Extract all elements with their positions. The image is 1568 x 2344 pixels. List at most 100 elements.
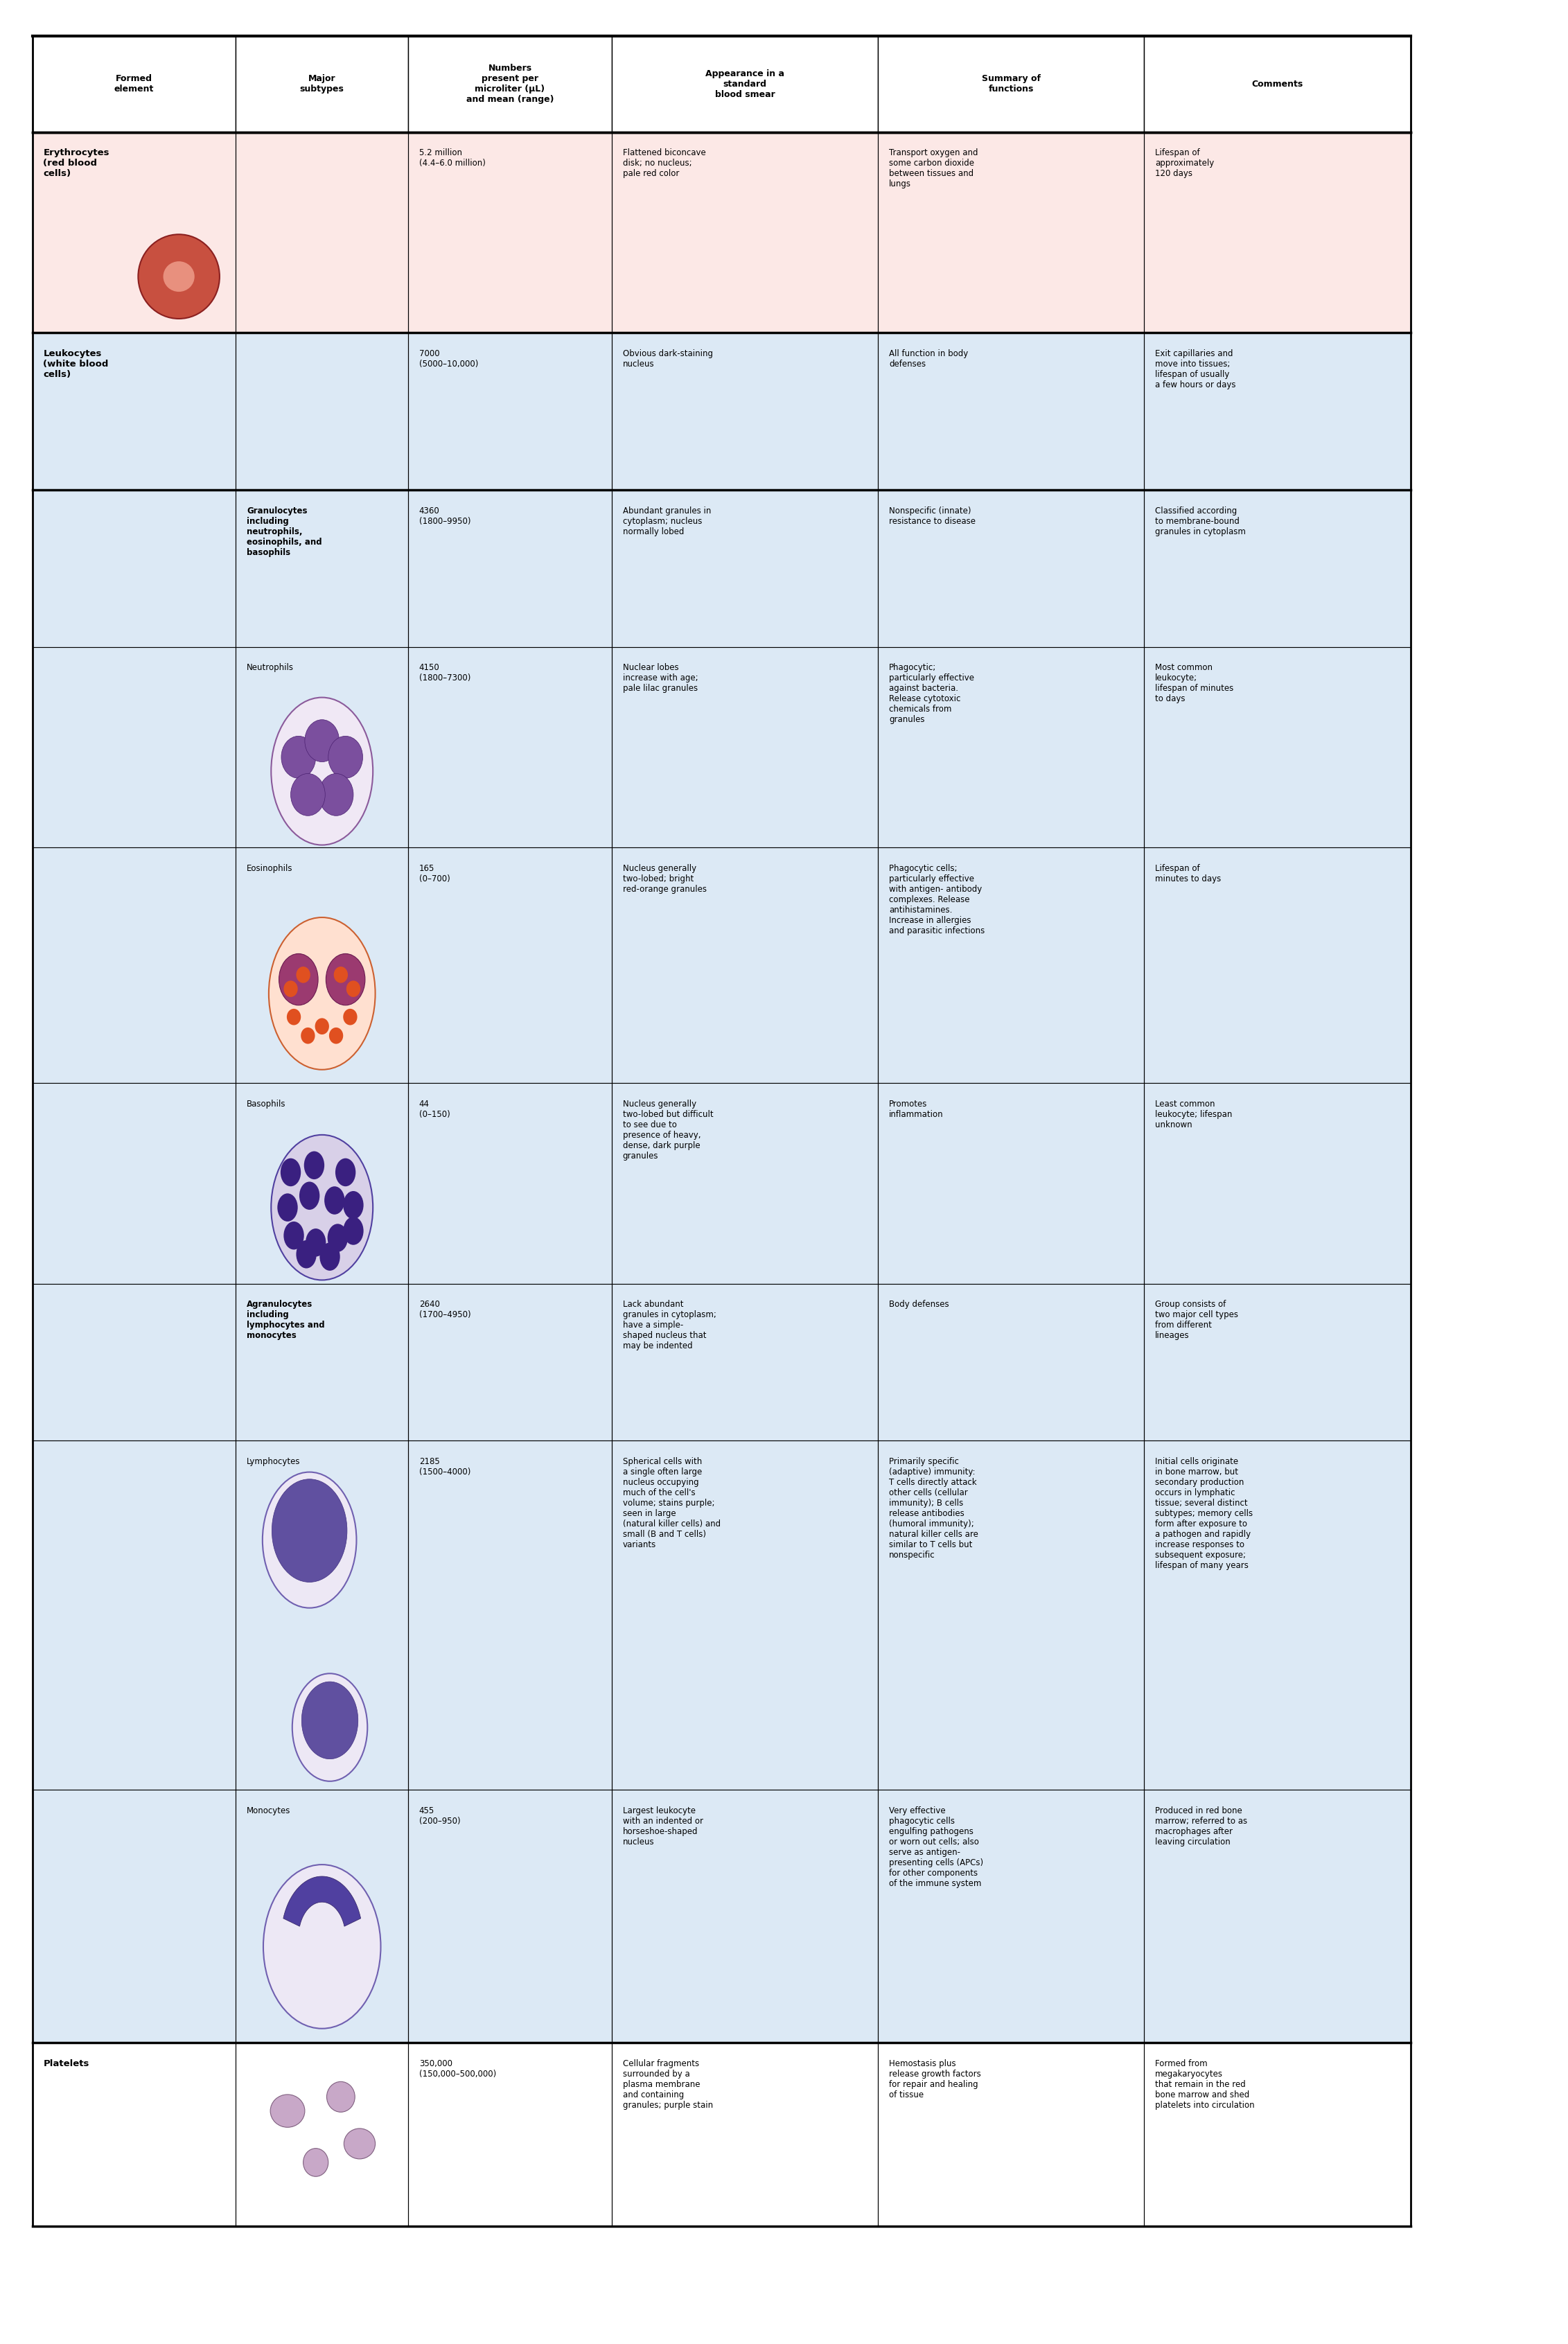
Bar [1145,2042,1411,2227]
Ellipse shape [278,1193,298,1221]
Ellipse shape [296,1240,317,1268]
Bar [612,1791,878,2042]
Bar [1145,1285,1411,1442]
Text: Lifespan of
approximately
120 days: Lifespan of approximately 120 days [1156,148,1214,178]
Text: Lymphocytes: Lymphocytes [246,1458,301,1465]
Bar [878,1083,1145,1285]
Ellipse shape [284,980,298,996]
Bar [408,333,612,490]
Bar [878,849,1145,1083]
Bar [33,1083,235,1285]
Text: Promotes
inflammation: Promotes inflammation [889,1099,944,1118]
Ellipse shape [296,966,310,982]
Bar [612,647,878,849]
Bar [408,490,612,647]
Text: Erythrocytes
(red blood
cells): Erythrocytes (red blood cells) [44,148,110,178]
Text: Eosinophils: Eosinophils [246,865,293,872]
Bar [33,333,235,490]
Bar [612,849,878,1083]
Bar [878,333,1145,490]
Ellipse shape [281,1158,301,1186]
Ellipse shape [304,1151,325,1179]
Bar [408,1083,612,1285]
Bar [408,131,612,333]
Bar [33,647,235,849]
Bar [612,2042,878,2227]
Bar [612,1442,878,1791]
Bar [235,131,408,333]
Ellipse shape [303,2149,328,2178]
Bar [33,1791,235,2042]
Text: Exit capillaries and
move into tissues;
lifespan of usually
a few hours or days: Exit capillaries and move into tissues; … [1156,349,1236,389]
Bar [235,1285,408,1442]
Bar [878,1285,1145,1442]
Ellipse shape [284,1221,304,1249]
Bar [235,2042,408,2227]
Bar [612,1083,878,1285]
Bar [1145,1791,1411,2042]
Bar [33,35,235,131]
Ellipse shape [299,1181,320,1210]
Ellipse shape [301,1681,358,1758]
Bar [1145,647,1411,849]
Bar [235,1791,408,2042]
Text: Cellular fragments
surrounded by a
plasma membrane
and containing
granules; purp: Cellular fragments surrounded by a plasm… [622,2058,713,2110]
Bar [33,2042,235,2227]
Text: Very effective
phagocytic cells
engulfing pathogens
or worn out cells; also
serv: Very effective phagocytic cells engulfin… [889,1807,983,1887]
Text: 5.2 million
(4.4–6.0 million): 5.2 million (4.4–6.0 million) [419,148,486,169]
Text: Transport oxygen and
some carbon dioxide
between tissues and
lungs: Transport oxygen and some carbon dioxide… [889,148,978,188]
Text: Nuclear lobes
increase with age;
pale lilac granules: Nuclear lobes increase with age; pale li… [622,663,698,694]
Bar [612,1791,878,2042]
Bar [235,1442,408,1791]
Bar [33,490,235,647]
Bar [878,2042,1145,2227]
Bar [33,131,235,333]
Bar [33,490,235,647]
Bar [1145,1791,1411,2042]
Text: Leukocytes
(white blood
cells): Leukocytes (white blood cells) [44,349,108,380]
Ellipse shape [328,736,362,778]
Ellipse shape [163,260,194,291]
Ellipse shape [343,1008,358,1024]
Ellipse shape [268,917,375,1069]
Bar [235,1442,408,1791]
Text: Classified according
to membrane-bound
granules in cytoplasm: Classified according to membrane-bound g… [1156,506,1247,537]
Ellipse shape [306,1228,326,1256]
Bar [878,1442,1145,1791]
Bar [878,131,1145,333]
Ellipse shape [343,2128,375,2159]
Text: 455
(200–950): 455 (200–950) [419,1807,461,1826]
Text: Phagocytic;
particularly effective
against bacteria.
Release cytotoxic
chemicals: Phagocytic; particularly effective again… [889,663,974,724]
Ellipse shape [304,720,339,762]
Text: Monocytes: Monocytes [246,1807,290,1814]
Bar [33,1285,235,1442]
Text: Numbers
present per
microliter (μL)
and mean (range): Numbers present per microliter (μL) and … [466,63,554,103]
Text: Major
subtypes: Major subtypes [299,75,343,94]
Bar [235,35,408,131]
Text: Lifespan of
minutes to days: Lifespan of minutes to days [1156,865,1221,884]
Bar [878,1083,1145,1285]
Bar [408,1791,612,2042]
Text: Lack abundant
granules in cytoplasm;
have a simple-
shaped nucleus that
may be i: Lack abundant granules in cytoplasm; hav… [622,1301,717,1350]
Bar [612,490,878,647]
Text: 2185
(1500–4000): 2185 (1500–4000) [419,1458,470,1477]
Bar [878,647,1145,849]
Bar [1145,1442,1411,1791]
Ellipse shape [263,1863,381,2028]
Bar [612,131,878,333]
Bar [408,849,612,1083]
Text: 44
(0–150): 44 (0–150) [419,1099,450,1118]
Ellipse shape [328,1224,348,1252]
Bar [33,2042,235,2227]
Text: Primarily specific
(adaptive) immunity:
T cells directly attack
other cells (cel: Primarily specific (adaptive) immunity: … [889,1458,978,1559]
Bar [612,333,878,490]
Text: Agranulocytes
including
lymphocytes and
monocytes: Agranulocytes including lymphocytes and … [246,1301,325,1341]
Bar [408,333,612,490]
Bar [408,490,612,647]
Bar [408,1285,612,1442]
Ellipse shape [271,1134,373,1280]
Bar [612,1285,878,1442]
Bar [1145,490,1411,647]
Text: Initial cells originate
in bone marrow, but
secondary production
occurs in lymph: Initial cells originate in bone marrow, … [1156,1458,1253,1570]
Text: Granulocytes
including
neutrophils,
eosinophils, and
basophils: Granulocytes including neutrophils, eosi… [246,506,321,558]
